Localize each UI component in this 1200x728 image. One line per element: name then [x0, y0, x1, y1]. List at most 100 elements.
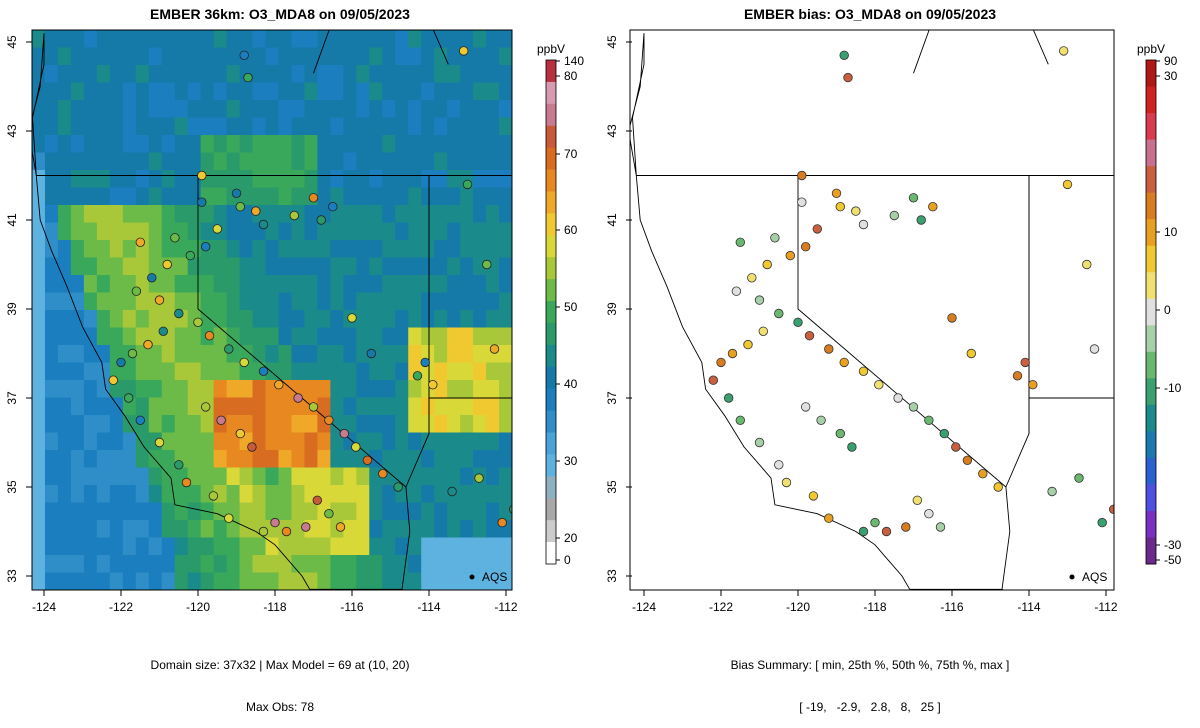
bias-site-point [727, 348, 738, 359]
colorbar-swatch [546, 344, 556, 368]
colorbar-tick-label: 30 [1164, 69, 1178, 83]
y-tick-label: 41 [5, 213, 19, 227]
left-panel-title: EMBER 36km: O3_MDA8 on 09/05/2023 [150, 6, 410, 22]
bias-site-point [951, 442, 961, 452]
bias-site-point [835, 428, 846, 439]
colorbar-tick-label: 30 [564, 454, 578, 468]
obs-site-point [289, 210, 300, 221]
colorbar-tick-label: 0 [1164, 303, 1171, 317]
bias-site-point [735, 415, 746, 426]
y-tick-label: 39 [605, 302, 619, 316]
bias-site-point [908, 402, 919, 412]
left-map: -124 -122 -120 -118 -116 -114 -112 33 35 37 39 41 43… [5, 29, 584, 614]
left-aqs-label: AQS [482, 570, 507, 584]
right-footer-line2: [ -19, -2.9, 2.8, 8, 25 ] [799, 700, 941, 714]
obs-site-point [474, 473, 484, 483]
colorbar-tick-label: 40 [564, 377, 578, 391]
bias-site-point [924, 509, 934, 519]
colorbar-swatch [546, 191, 556, 214]
obs-site-point [235, 428, 246, 439]
bias-site-point [916, 215, 926, 225]
colorbar-swatch [546, 388, 556, 412]
obs-site-point [243, 72, 253, 83]
colorbar-tick-label: 10 [1164, 225, 1178, 239]
obs-site-point [162, 259, 172, 270]
obs-site-point [258, 219, 269, 230]
obs-site-point [258, 366, 269, 377]
bias-site-point [889, 210, 900, 221]
x-tick-label: -122 [709, 600, 733, 614]
bias-site-point [835, 201, 846, 212]
obs-site-point [135, 237, 146, 248]
colorbar-swatch [546, 366, 556, 390]
bias-site-point [800, 241, 811, 252]
right-state-borders [630, 30, 1114, 590]
obs-site-point [366, 348, 377, 359]
colorbar-swatch [546, 279, 556, 302]
colorbar-swatch [1146, 113, 1156, 141]
x-tick-label: -118 [263, 600, 286, 614]
left-footer-line1: Domain size: 37x32 | Max Model = 69 at (… [150, 658, 410, 672]
obs-site-point [197, 170, 207, 181]
aqs-legend-marker [1069, 574, 1075, 580]
right-aqs-legend: AQS [1069, 570, 1107, 584]
colorbar-swatch [546, 432, 556, 455]
bias-site-point [812, 224, 823, 234]
x-tick-label: -114 [1017, 600, 1040, 614]
bias-site-point [808, 491, 819, 501]
bias-site-point [1020, 357, 1030, 368]
colorbar-swatch [546, 498, 556, 521]
bias-site-point [839, 357, 849, 368]
obs-site-point [497, 517, 507, 528]
obs-site-point [131, 286, 142, 296]
obs-site-point [127, 348, 138, 359]
bias-site-point [858, 526, 869, 537]
colorbar-swatch [1146, 325, 1156, 353]
bias-site-point [1097, 517, 1107, 528]
obs-site-point [324, 509, 334, 519]
y-tick-label: 43 [5, 124, 19, 138]
obs-site-point [212, 224, 223, 234]
obs-site-point [274, 380, 284, 390]
bias-site-point [1082, 259, 1092, 270]
obs-site-point [316, 215, 326, 225]
bias-site-point [912, 495, 923, 506]
colorbar-swatch [546, 213, 556, 236]
colorbar-swatch [546, 169, 556, 192]
bias-site-point [935, 522, 946, 532]
obs-site-point [224, 344, 234, 354]
obs-site-point [420, 357, 430, 368]
x-tick-label: -114 [417, 600, 440, 614]
obs-site-point [347, 313, 357, 323]
x-tick-label: -120 [786, 600, 810, 614]
obs-site-point [247, 442, 257, 452]
obs-site-point [200, 402, 211, 412]
obs-site-point [200, 241, 211, 252]
bias-site-point [754, 295, 765, 305]
bias-site-point [939, 428, 950, 439]
colorbar-swatch [1146, 166, 1156, 194]
bias-site-point [793, 317, 803, 328]
obs-site-point [143, 339, 153, 350]
bias-site-point [847, 442, 857, 452]
bias-site-point [908, 193, 919, 203]
bias-site-point [1089, 344, 1100, 354]
colorbar-tick-label: 60 [564, 223, 578, 237]
bias-site-point [754, 437, 765, 448]
colorbar-swatch [546, 542, 556, 565]
bias-site-point [743, 339, 753, 350]
obs-site-point [258, 526, 269, 537]
bias-site-point [1028, 380, 1038, 390]
colorbar-swatch [546, 125, 556, 149]
colorbar-swatch [1146, 192, 1156, 220]
bias-site-point [966, 348, 977, 359]
colorbar-tick-label: 80 [564, 69, 578, 83]
x-tick-label: -122 [109, 600, 133, 614]
bias-site-point [839, 50, 849, 61]
bias-site-point [858, 366, 869, 377]
y-tick-label: 45 [5, 35, 19, 49]
bias-site-point [716, 357, 726, 368]
y-tick-label: 45 [605, 35, 619, 49]
bias-site-point [797, 170, 807, 181]
obs-site-point [208, 491, 219, 501]
